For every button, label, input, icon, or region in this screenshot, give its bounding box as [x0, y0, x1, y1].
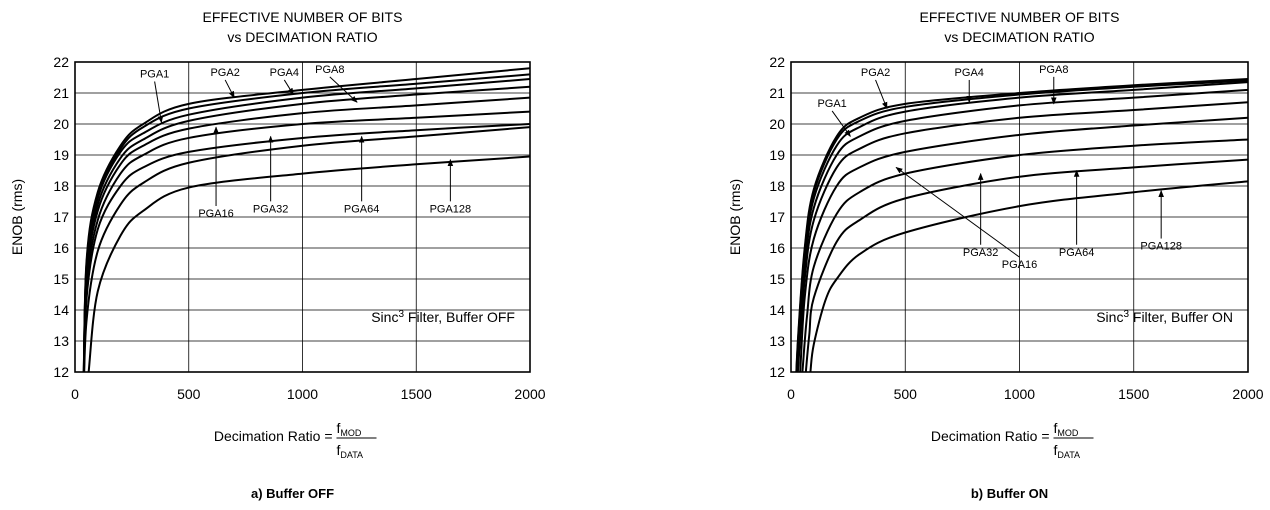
series-line-pga2 — [82, 73, 530, 372]
series-label-pga2: PGA2 — [210, 67, 239, 79]
y-axis-label: ENOB (rms) — [9, 179, 25, 255]
y-tick-label: 12 — [769, 364, 785, 380]
series-line-pga128 — [809, 180, 1248, 372]
y-tick-label: 20 — [53, 116, 69, 132]
x-tick-label: 2000 — [514, 386, 545, 402]
label-arrow — [224, 79, 235, 99]
x-tick-label: 0 — [787, 386, 795, 402]
x-axis-label: Decimation Ratio = — [931, 428, 1050, 444]
x-label-denominator: fDATA — [337, 442, 364, 460]
series-line-pga1 — [82, 67, 530, 372]
series-line-pga16 — [82, 110, 530, 372]
series-label-pga64: PGA64 — [344, 203, 379, 215]
label-arrow — [875, 79, 888, 110]
series-line-pga32 — [801, 138, 1248, 372]
y-tick-label: 16 — [769, 240, 785, 256]
chart-title-line2: vs DECIMATION RATIO — [944, 29, 1094, 45]
y-tick-label: 17 — [53, 209, 69, 225]
x-label-denominator: fDATA — [1054, 442, 1081, 460]
x-tick-label: 1000 — [1004, 386, 1035, 402]
y-tick-label: 12 — [53, 364, 69, 380]
y-tick-label: 22 — [53, 54, 69, 70]
filter-annotation: Sinc3 Filter, Buffer OFF — [371, 309, 515, 325]
series-label-pga16: PGA16 — [198, 208, 233, 220]
x-axis-label: Decimation Ratio = — [214, 428, 333, 444]
series-line-pga8 — [82, 85, 530, 372]
panel-caption: b) Buffer ON — [971, 486, 1048, 501]
plot-frame — [74, 61, 531, 373]
y-axis-label: ENOB (rms) — [727, 179, 743, 255]
y-tick-label: 22 — [769, 54, 785, 70]
series-line-unlabeled-4 — [796, 101, 1248, 372]
x-tick-label: 2000 — [1232, 386, 1263, 402]
series-group — [795, 78, 1248, 372]
y-tick-label: 18 — [53, 178, 69, 194]
y-tick-label: 19 — [53, 147, 69, 163]
y-tick-label: 14 — [53, 302, 69, 318]
filter-annotation: Sinc3 Filter, Buffer ON — [1096, 309, 1233, 325]
chart-buffer-on: EFFECTIVE NUMBER OF BITS vs DECIMATION RA… — [727, 9, 1264, 501]
label-arrow — [831, 110, 851, 137]
y-tick-label: 21 — [769, 85, 785, 101]
series-label-pga2: PGA2 — [861, 67, 890, 79]
plot-frame — [790, 61, 1249, 373]
x-label-numerator: fMOD — [1054, 420, 1079, 438]
series-label-pga128: PGA128 — [430, 203, 472, 215]
series-label-pga4: PGA4 — [955, 67, 984, 79]
series-label-pga128: PGA128 — [1140, 241, 1182, 253]
y-tick-label: 14 — [769, 302, 785, 318]
x-label-numerator: fMOD — [337, 420, 362, 438]
panel-caption: a) Buffer OFF — [251, 486, 334, 501]
y-tick-label: 21 — [53, 85, 69, 101]
chart-panel-buffer-off: EFFECTIVE NUMBER OF BITS vs DECIMATION RA… — [9, 9, 546, 501]
series-label-pga32: PGA32 — [253, 203, 288, 215]
chart-title-line1: EFFECTIVE NUMBER OF BITS — [920, 9, 1120, 25]
series-label-pga4: PGA4 — [270, 67, 299, 79]
y-tick-label: 20 — [769, 116, 785, 132]
series-line-pga32 — [82, 123, 530, 372]
y-tick-label: 19 — [769, 147, 785, 163]
y-tick-label: 15 — [769, 271, 785, 287]
label-arrow — [329, 76, 358, 103]
label-arrow — [154, 81, 164, 124]
series-label-pga64: PGA64 — [1059, 247, 1094, 259]
y-tick-label: 13 — [53, 333, 69, 349]
x-tick-label: 500 — [894, 386, 918, 402]
series-line-pga128 — [87, 155, 530, 372]
series-group — [82, 67, 530, 372]
series-line-pga4 — [82, 78, 530, 372]
series-line-pga16 — [799, 116, 1248, 372]
x-tick-label: 1500 — [1118, 386, 1149, 402]
y-tick-label: 13 — [769, 333, 785, 349]
series-label-pga1: PGA1 — [817, 98, 846, 110]
y-tick-label: 17 — [769, 209, 785, 225]
x-tick-label: 1000 — [287, 386, 318, 402]
series-label-pga1: PGA1 — [140, 69, 169, 81]
series-label-pga8: PGA8 — [1039, 64, 1068, 76]
y-tick-label: 16 — [53, 240, 69, 256]
series-line-pga64 — [83, 126, 530, 372]
y-tick-label: 18 — [769, 178, 785, 194]
x-tick-label: 500 — [177, 386, 201, 402]
x-tick-label: 0 — [71, 386, 79, 402]
label-arrow — [283, 79, 294, 96]
series-label-pga16: PGA16 — [1002, 259, 1037, 271]
series-label-pga32: PGA32 — [963, 247, 998, 259]
chart-buffer-off: EFFECTIVE NUMBER OF BITS vs DECIMATION RA… — [9, 9, 546, 501]
x-tick-label: 1500 — [401, 386, 432, 402]
series-label-pga8: PGA8 — [315, 64, 344, 76]
chart-title-line1: EFFECTIVE NUMBER OF BITS — [203, 9, 403, 25]
series-line-pga64 — [804, 158, 1248, 372]
y-tick-label: 15 — [53, 271, 69, 287]
label-arrow — [895, 166, 1020, 258]
chart-title-line2: vs DECIMATION RATIO — [227, 29, 377, 45]
chart-panel-buffer-on: EFFECTIVE NUMBER OF BITS vs DECIMATION RA… — [635, 0, 1270, 510]
